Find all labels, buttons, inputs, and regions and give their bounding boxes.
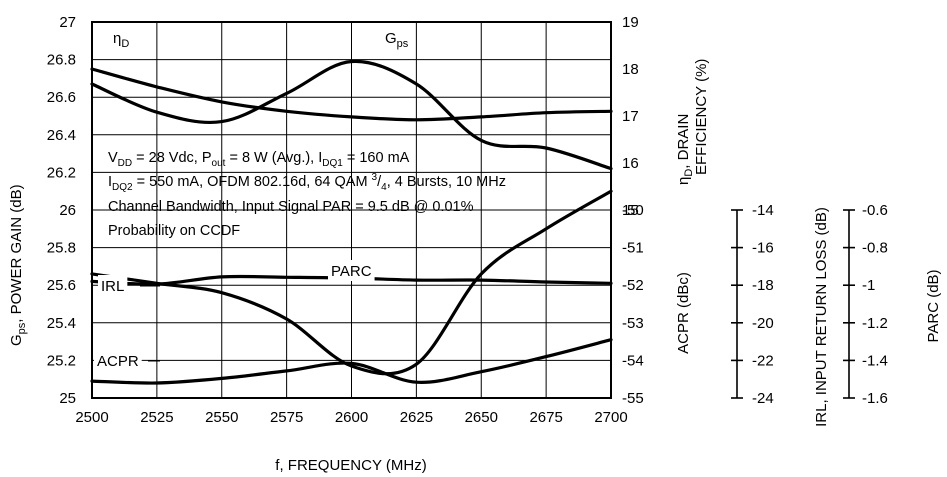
irl-tick-label: -18 [752, 277, 774, 294]
right-upper-tick-label: 18 [622, 61, 639, 78]
parc-tick-label: -1.4 [862, 352, 888, 369]
x-tick-label: 2600 [335, 409, 368, 426]
left-tick-label: 25.4 [47, 315, 76, 332]
irl-curve [90, 189, 613, 376]
right-lower-tick-label: -50 [622, 202, 644, 219]
left-tick-label: 27 [59, 14, 76, 31]
acpr-label-background [94, 350, 142, 371]
plot-frame [91, 21, 612, 399]
irl-tick-label: -24 [752, 390, 774, 407]
annotation-line-2: IDQ2 = 550 mA, OFDM 802.16d, 64 QAM 3/4,… [108, 172, 506, 193]
x-tick-label: 2625 [400, 409, 433, 426]
right-upper-tick-label: 16 [622, 155, 639, 172]
irl-label: IRL [98, 275, 160, 296]
x-tick-label: 2500 [75, 409, 108, 426]
irl-label-text: IRL [101, 278, 124, 295]
curve-layer [90, 59, 613, 385]
right-lower-axis-title: ACPR (dBc) [675, 272, 692, 354]
right-upper-tick-label: 17 [622, 108, 639, 125]
annotation-line-1: VDD = 28 Vdc, Pout = 8 W (Avg.), IDQ1 = … [108, 150, 410, 169]
left-tick-label: 26.8 [47, 52, 76, 69]
parc-axis-title: PARC (dB) [925, 269, 942, 342]
gain-label-text: Gps [385, 30, 409, 50]
left-tick-label: 25.8 [47, 240, 76, 257]
efficiency-label-sub: D [121, 38, 129, 50]
label-layer: ηD Gps PARC IRL ACPR [94, 27, 412, 371]
parc-tick-label: -1.6 [862, 390, 888, 407]
left-tick-label: 26.6 [47, 89, 76, 106]
left-tick-label: 26 [59, 202, 76, 219]
right-lower-tick-label: -53 [622, 315, 644, 332]
grid-layer [92, 22, 611, 398]
parc-tick-label: -0.8 [862, 240, 888, 257]
efficiency-curve [90, 67, 613, 122]
left-tick-label: 25 [59, 390, 76, 407]
irl-tick-label: -22 [752, 352, 774, 369]
right-lower-tick-label: -51 [622, 240, 644, 257]
x-axis-title: f, FREQUENCY (MHz) [275, 457, 426, 474]
acpr-label: ACPR [94, 350, 160, 371]
efficiency-label-main: η [113, 30, 121, 47]
left-axis-title: Gps, POWER GAIN (dB) [8, 184, 28, 346]
irl-axis-title: IRL, INPUT RETURN LOSS (dB) [813, 207, 830, 427]
annotation-line-3: Channel Bandwidth, Input Signal PAR = 9.… [108, 199, 474, 215]
gain-label: Gps [382, 27, 412, 50]
irl-tick-label: -14 [752, 202, 774, 219]
parc-label: PARC [328, 260, 375, 281]
efficiency-label-text: ηD [113, 30, 129, 50]
right-lower-tick-label: -52 [622, 277, 644, 294]
irl-label-background [98, 275, 128, 296]
left-tick-label: 26.4 [47, 127, 76, 144]
right-upper-tick-label: 19 [622, 14, 639, 31]
right-upper-axis-title-line-1: ηD, DRAIN [675, 114, 695, 185]
efficiency-label-background [110, 27, 133, 48]
parc-tick-label: -0.6 [862, 202, 888, 219]
gain-curve [90, 59, 613, 171]
parc-tick-label: -1.2 [862, 315, 888, 332]
acpr-curve [90, 338, 613, 385]
x-tick-label: 2675 [529, 409, 562, 426]
x-tick-label: 2700 [594, 409, 627, 426]
gain-label-main: G [385, 30, 397, 47]
gain-label-background [382, 27, 412, 48]
efficiency-label: ηD [110, 27, 133, 50]
parc-tick-label: -1 [862, 277, 875, 294]
acpr-label-text: ACPR [97, 353, 139, 370]
x-tick-label: 2525 [140, 409, 173, 426]
right-upper-axis-title-line-2: EFFICIENCY (%) [693, 59, 710, 175]
x-tick-label: 2550 [205, 409, 238, 426]
left-tick-label: 25.6 [47, 277, 76, 294]
x-tick-label: 2575 [270, 409, 303, 426]
parc-label-background [328, 260, 375, 281]
right-lower-tick-label: -54 [622, 352, 644, 369]
irl-tick-label: -20 [752, 315, 774, 332]
gain-label-sub: ps [397, 38, 409, 50]
x-tick-label: 2650 [465, 409, 498, 426]
tick-layer: 2500 2525 2550 2575 2600 2625 2650 2675 27002726… [47, 14, 888, 426]
left-tick-label: 26.2 [47, 164, 76, 181]
parc-label-text: PARC [331, 263, 372, 280]
irl-tick-label: -16 [752, 240, 774, 257]
annotation-line-4: Probability on CCDF [108, 223, 240, 239]
right-upper-tick-label: 15 [622, 202, 639, 219]
left-tick-label: 25.2 [47, 352, 76, 369]
right-lower-tick-label: -55 [622, 390, 644, 407]
